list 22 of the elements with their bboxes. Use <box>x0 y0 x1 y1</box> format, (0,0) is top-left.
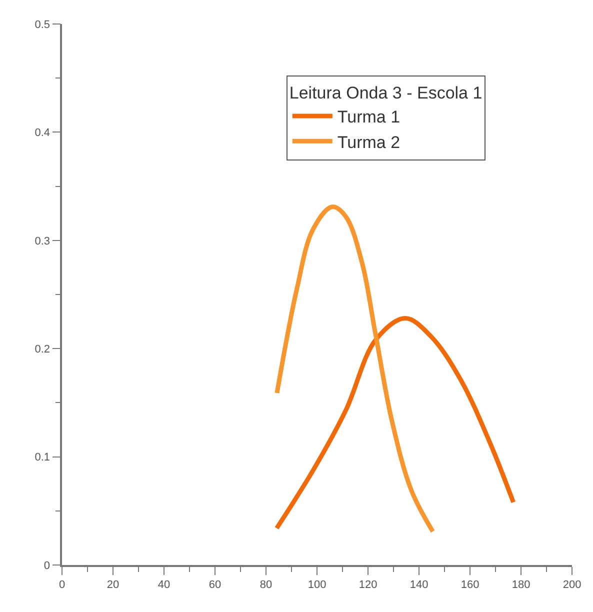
y-tick-label: 0 <box>44 560 50 572</box>
x-tick-label: 140 <box>410 578 428 591</box>
y-tick-label: 0.3 <box>34 235 50 248</box>
legend-label: Turma 2 <box>337 132 400 152</box>
y-tick-label: 0.2 <box>34 343 50 356</box>
x-tick-label: 100 <box>308 578 326 591</box>
x-tick-label: 200 <box>562 578 582 591</box>
x-tick-label: 40 <box>158 578 170 591</box>
x-tick-label: 160 <box>460 578 480 591</box>
legend-title: Leitura Onda 3 - Escola 1 <box>289 83 482 102</box>
y-tick-label: 0.4 <box>34 127 50 140</box>
y-tick-label: 0.5 <box>34 18 50 31</box>
y-tick-label: 0.1 <box>34 452 50 464</box>
x-tick-label: 60 <box>208 578 222 591</box>
x-tick-label: 120 <box>358 578 378 591</box>
x-tick-label: 0 <box>58 578 66 591</box>
x-tick-label: 180 <box>512 578 530 591</box>
line-series <box>274 316 516 530</box>
x-tick-label: 80 <box>260 578 272 591</box>
x-tick-label: 20 <box>106 578 120 591</box>
legend-label: Turma 1 <box>337 108 400 127</box>
line-series <box>274 204 436 534</box>
